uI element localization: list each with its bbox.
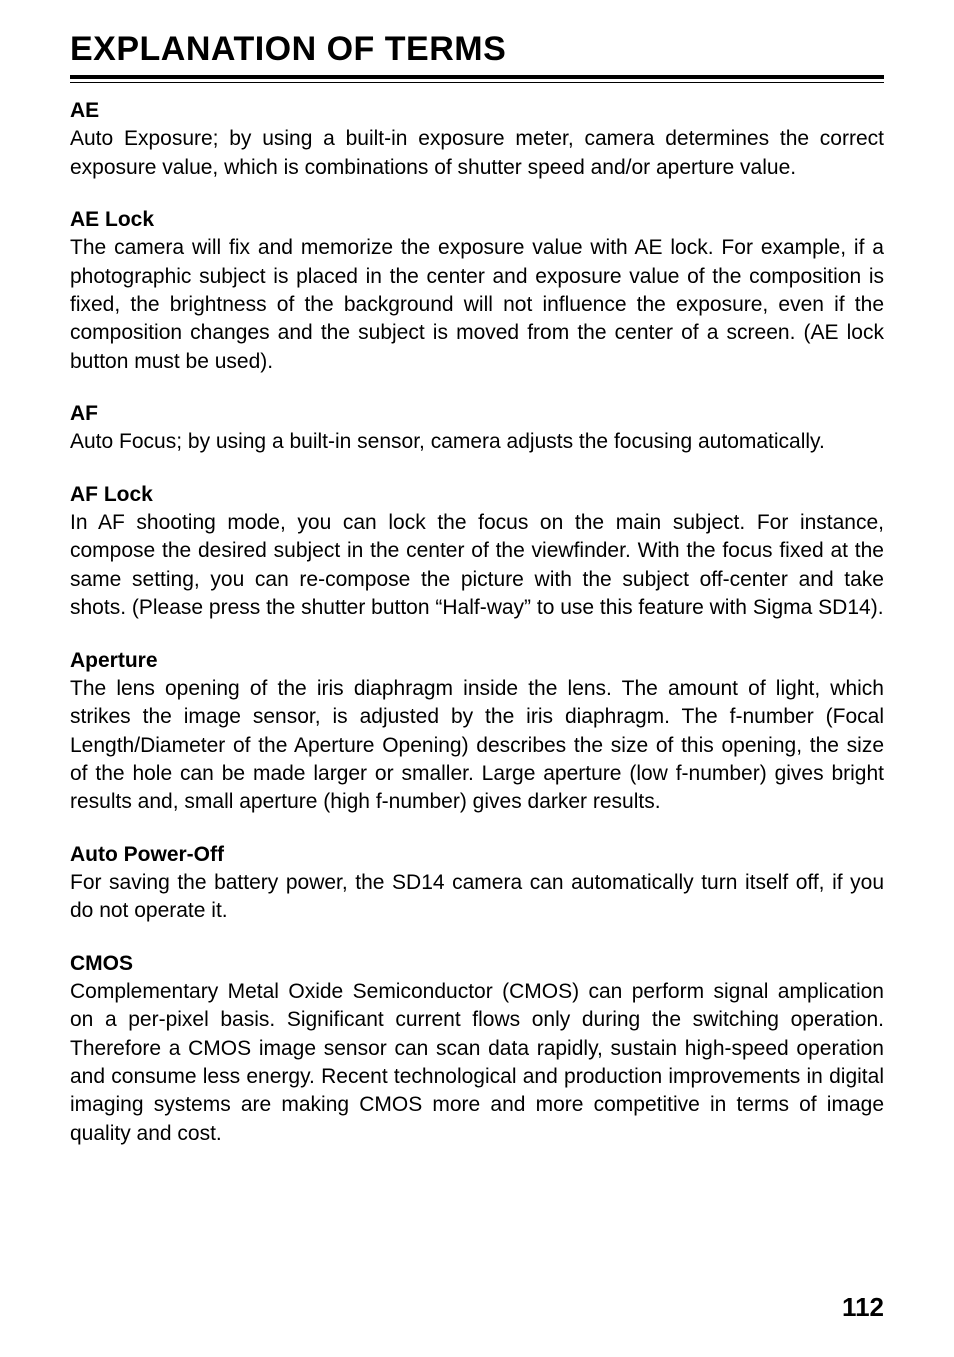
term-heading: Auto Power-Off (70, 841, 884, 869)
term-body: The lens opening of the iris diaphragm i… (70, 675, 884, 817)
term-body: Auto Focus; by using a built-in sensor, … (70, 428, 884, 456)
term-block: CMOSComplementary Metal Oxide Semiconduc… (70, 950, 884, 1148)
term-block: AF LockIn AF shooting mode, you can lock… (70, 481, 884, 623)
term-heading: AE Lock (70, 206, 884, 234)
page-number: 112 (842, 1292, 884, 1323)
term-block: ApertureThe lens opening of the iris dia… (70, 647, 884, 817)
term-block: AE LockThe camera will fix and memorize … (70, 206, 884, 376)
page-title: EXPLANATION OF TERMS (70, 30, 884, 79)
term-heading: CMOS (70, 950, 884, 978)
term-block: AEAuto Exposure; by using a built-in exp… (70, 97, 884, 182)
term-block: AFAuto Focus; by using a built-in sensor… (70, 400, 884, 457)
term-body: Auto Exposure; by using a built-in expos… (70, 125, 884, 182)
terms-list: AEAuto Exposure; by using a built-in exp… (70, 97, 884, 1148)
term-heading: Aperture (70, 647, 884, 675)
term-block: Auto Power-OffFor saving the battery pow… (70, 841, 884, 926)
term-heading: AF Lock (70, 481, 884, 509)
term-heading: AF (70, 400, 884, 428)
title-underline (70, 82, 884, 83)
term-body: In AF shooting mode, you can lock the fo… (70, 509, 884, 622)
term-body: The camera will fix and memorize the exp… (70, 234, 884, 376)
term-body: For saving the battery power, the SD14 c… (70, 869, 884, 926)
term-heading: AE (70, 97, 884, 125)
document-page: EXPLANATION OF TERMS AEAuto Exposure; by… (0, 0, 954, 1357)
term-body: Complementary Metal Oxide Semiconductor … (70, 978, 884, 1148)
